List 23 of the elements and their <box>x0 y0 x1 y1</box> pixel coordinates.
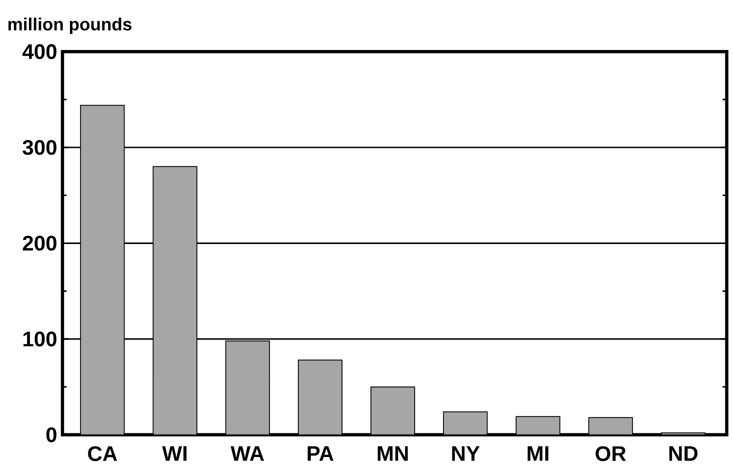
x-tick-label: NY <box>452 446 480 461</box>
y-tick-label: 0 <box>46 427 56 442</box>
x-tick-label: OR <box>596 446 626 462</box>
x-tick-label: CA <box>88 446 118 462</box>
bar <box>298 360 342 435</box>
bar <box>588 418 632 435</box>
bar <box>444 412 488 435</box>
x-tick-label: MI <box>528 446 548 461</box>
y-tick-label: 200 <box>22 236 56 251</box>
x-tick-label: MN <box>378 446 408 461</box>
y-tick-label: 100 <box>23 332 56 346</box>
x-tick-label: PA <box>308 446 334 461</box>
x-tick-label: ND <box>669 446 698 461</box>
bar <box>153 166 197 435</box>
bar <box>80 105 124 435</box>
x-tick-label: WI <box>162 446 186 461</box>
bar <box>370 386 415 435</box>
y-tick-label: 300 <box>22 140 56 155</box>
bar <box>226 340 270 435</box>
y-axis-title: million pounds <box>8 18 132 34</box>
x-tick-label: WA <box>230 446 264 461</box>
y-tick-label: 400 <box>22 44 56 60</box>
bar <box>516 416 560 435</box>
